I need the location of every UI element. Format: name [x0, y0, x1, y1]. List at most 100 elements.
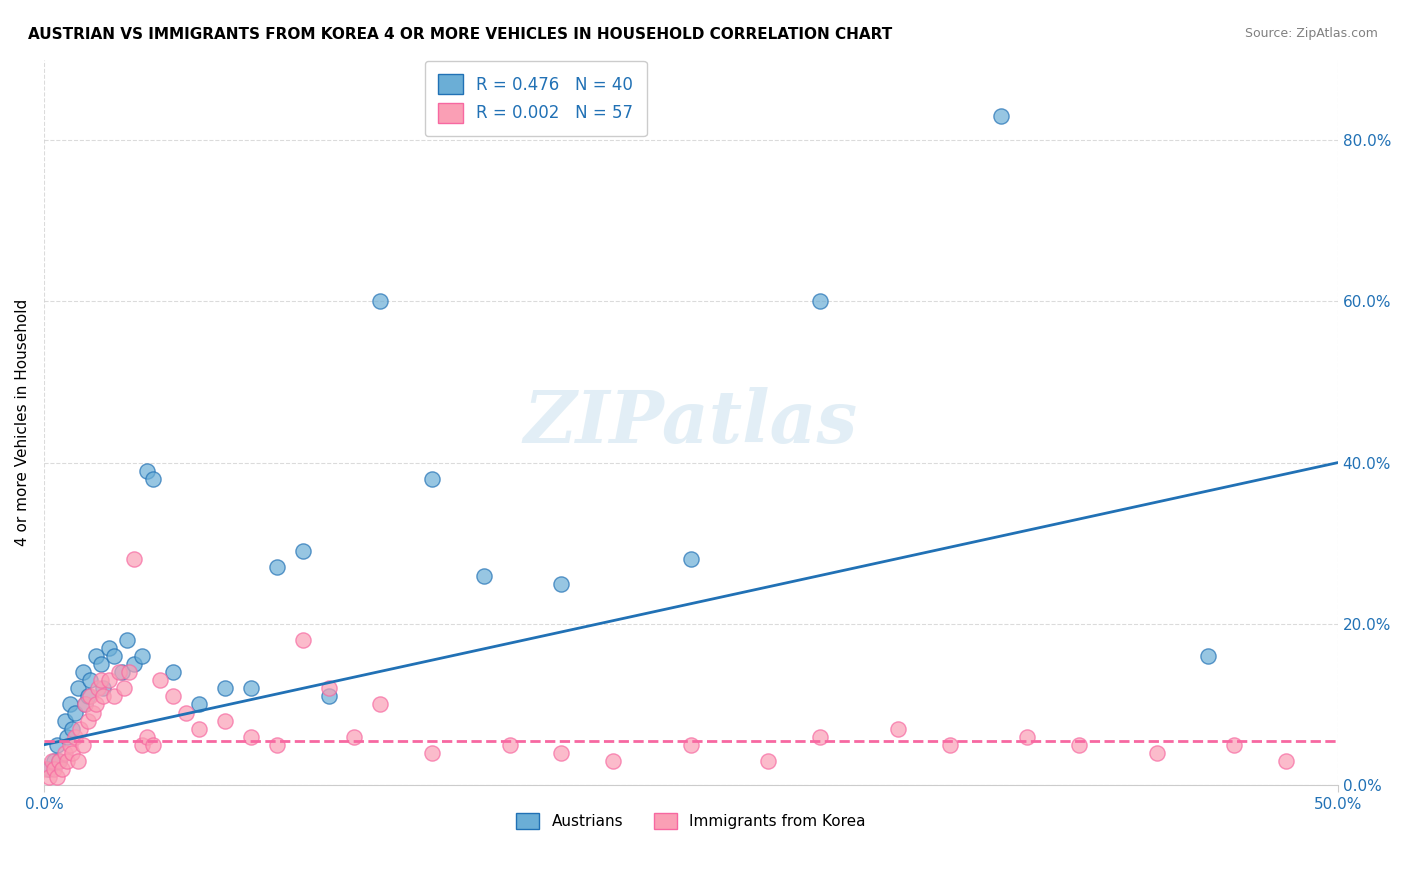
Point: [38, 770, 60, 784]
Point: [343, 730, 366, 744]
Point: [808, 730, 831, 744]
Point: [77, 690, 100, 704]
Point: [60, 722, 83, 736]
Point: [93, 681, 115, 696]
Point: [103, 690, 125, 704]
Point: [498, 738, 520, 752]
Point: [239, 681, 262, 696]
Text: ZIPatlas: ZIPatlas: [523, 387, 858, 458]
Point: [63, 706, 86, 720]
Point: [82, 706, 104, 720]
Point: [1223, 738, 1246, 752]
Point: [110, 665, 132, 680]
Point: [38, 762, 60, 776]
Point: [51, 762, 73, 776]
Point: [53, 714, 76, 728]
Point: [318, 690, 340, 704]
Point: [318, 681, 340, 696]
Point: [53, 746, 76, 760]
Point: [44, 754, 66, 768]
Point: [108, 665, 131, 680]
Point: [48, 754, 70, 768]
Point: [368, 698, 391, 712]
Y-axis label: 4 or more Vehicles in Household: 4 or more Vehicles in Household: [15, 299, 30, 546]
Point: [56, 730, 79, 744]
Point: [44, 762, 66, 776]
Point: [72, 738, 94, 752]
Point: [239, 730, 262, 744]
Legend: Austrians, Immigrants from Korea: Austrians, Immigrants from Korea: [510, 807, 872, 836]
Point: [90, 657, 112, 672]
Point: [149, 673, 172, 688]
Point: [124, 657, 146, 672]
Point: [142, 472, 165, 486]
Point: [602, 754, 624, 768]
Point: [142, 738, 165, 752]
Point: [75, 698, 97, 712]
Point: [1275, 754, 1298, 768]
Point: [162, 690, 184, 704]
Point: [266, 560, 288, 574]
Point: [266, 738, 288, 752]
Point: [118, 665, 141, 680]
Point: [115, 632, 138, 647]
Point: [72, 665, 94, 680]
Point: [112, 681, 135, 696]
Point: [550, 746, 572, 760]
Point: [136, 464, 159, 478]
Point: [887, 722, 910, 736]
Point: [136, 730, 159, 744]
Point: [90, 673, 112, 688]
Point: [59, 698, 82, 712]
Point: [758, 754, 780, 768]
Point: [59, 738, 82, 752]
Point: [420, 746, 443, 760]
Point: [45, 770, 67, 784]
Point: [550, 576, 572, 591]
Point: [97, 641, 120, 656]
Point: [131, 649, 153, 664]
Point: [131, 738, 153, 752]
Point: [938, 738, 960, 752]
Point: [84, 698, 107, 712]
Text: AUSTRIAN VS IMMIGRANTS FROM KOREA 4 OR MORE VEHICLES IN HOUSEHOLD CORRELATION CH: AUSTRIAN VS IMMIGRANTS FROM KOREA 4 OR M…: [28, 27, 893, 42]
Point: [93, 690, 115, 704]
Text: Source: ZipAtlas.com: Source: ZipAtlas.com: [1244, 27, 1378, 40]
Point: [1197, 649, 1219, 664]
Point: [291, 544, 314, 558]
Point: [174, 706, 197, 720]
Point: [679, 552, 702, 566]
Point: [45, 738, 67, 752]
Point: [1017, 730, 1039, 744]
Point: [162, 665, 184, 680]
Point: [124, 552, 146, 566]
Point: [75, 698, 97, 712]
Point: [60, 746, 83, 760]
Point: [188, 698, 211, 712]
Point: [188, 722, 211, 736]
Point: [1146, 746, 1168, 760]
Point: [69, 722, 91, 736]
Point: [420, 472, 443, 486]
Point: [679, 738, 702, 752]
Point: [214, 681, 236, 696]
Point: [35, 762, 58, 776]
Point: [808, 294, 831, 309]
Point: [63, 730, 86, 744]
Point: [79, 690, 101, 704]
Point: [41, 754, 63, 768]
Point: [66, 754, 89, 768]
Point: [84, 649, 107, 664]
Point: [291, 632, 314, 647]
Point: [368, 294, 391, 309]
Point: [1067, 738, 1090, 752]
Point: [77, 714, 100, 728]
Point: [103, 649, 125, 664]
Point: [87, 681, 110, 696]
Point: [97, 673, 120, 688]
Point: [79, 673, 101, 688]
Point: [48, 754, 70, 768]
Point: [214, 714, 236, 728]
Point: [990, 109, 1012, 123]
Point: [56, 754, 79, 768]
